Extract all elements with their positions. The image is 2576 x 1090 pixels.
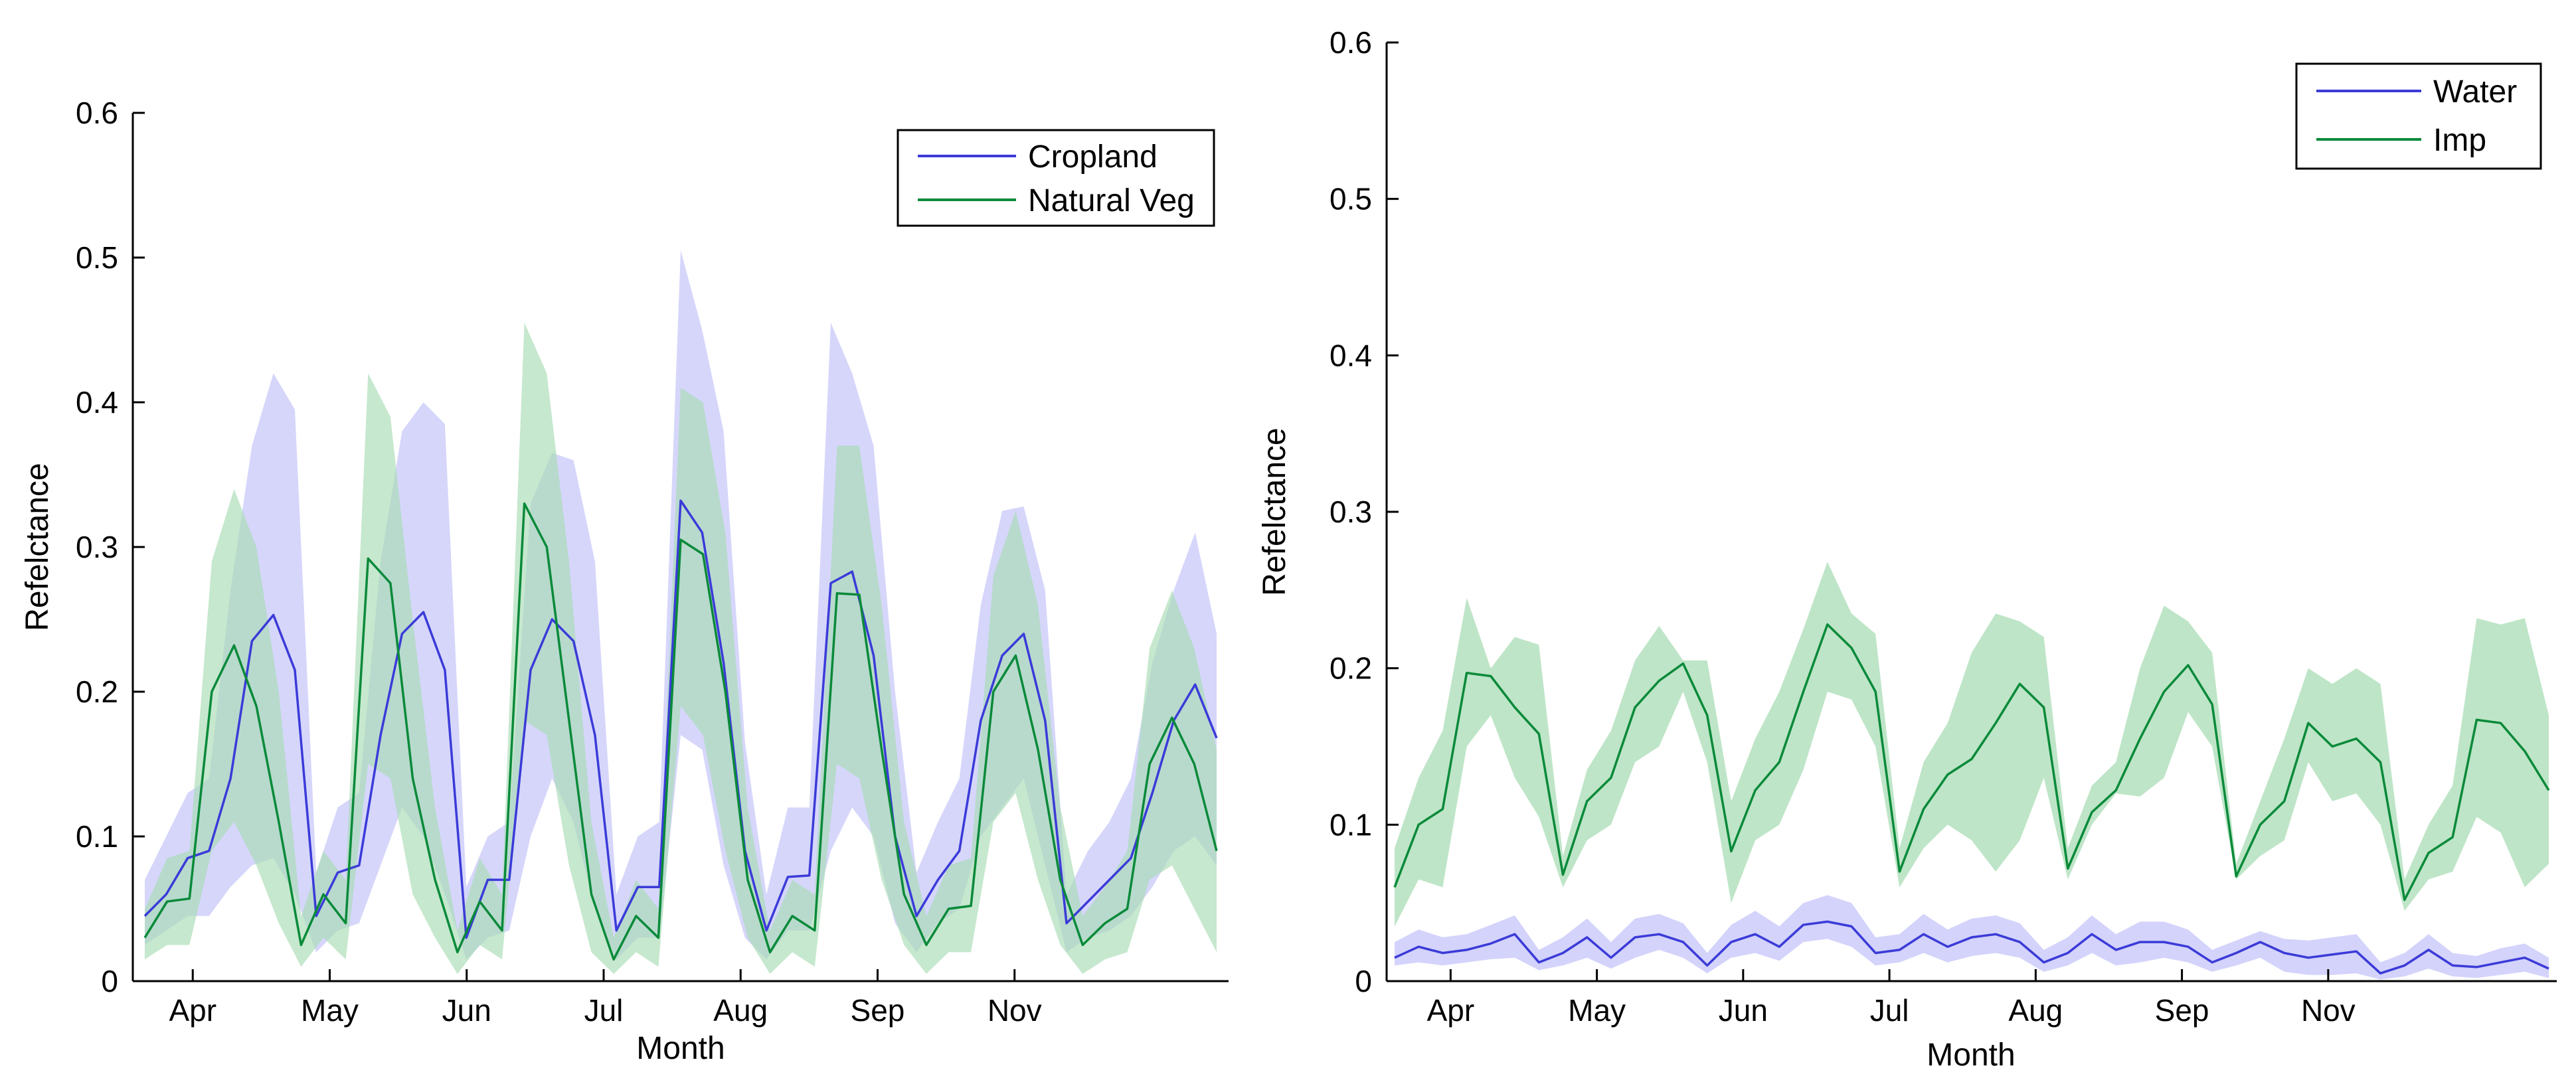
right-y-tick-label: 0.4 (1330, 338, 1372, 372)
right-chart: 0 0.1 0.2 0.3 0.4 0.5 0.6 Apr May Jun Jul Aug Sep No… (1257, 25, 2557, 1073)
left-y-tick-label: 0.1 (76, 819, 118, 854)
right-legend-label-water: Water (2433, 74, 2517, 110)
right-x-axis-label: Month (1927, 1038, 2015, 1073)
right-x-tick-label: Sep (2155, 993, 2209, 1028)
right-legend-box (2295, 62, 2542, 170)
right-y-tick-label: 0.2 (1330, 651, 1372, 686)
right-y-tick-label: 0.1 (1330, 807, 1372, 842)
right-x-ticks: Apr May Jun Jul Aug Sep Nov (1427, 969, 2356, 1028)
right-x-tick-label: Aug (2008, 993, 2063, 1028)
left-x-tick-label: Jun (442, 993, 491, 1028)
left-y-tick-label: 0 (101, 964, 118, 998)
left-y-ticks: 0 0.1 0.2 0.3 0.4 0.5 0.6 (76, 96, 145, 998)
right-x-tick-label: May (1568, 993, 1626, 1028)
right-x-tick-label: Apr (1427, 993, 1475, 1028)
left-legend-label-cropland: Cropland (1028, 139, 1158, 175)
right-legend-label-imp: Imp (2433, 123, 2486, 158)
left-x-tick-label: Aug (713, 993, 768, 1028)
right-plot-area (1393, 562, 2550, 980)
right-y-ticks: 0 0.1 0.2 0.3 0.4 0.5 0.6 (1330, 25, 1399, 998)
right-line-water (1394, 920, 2549, 974)
left-x-tick-label: May (301, 993, 359, 1028)
right-x-tick-label: Jul (1870, 993, 1909, 1028)
left-y-tick-label: 0.5 (76, 240, 118, 275)
left-y-axis-label: Refelctance (20, 463, 55, 631)
left-legend-box (897, 129, 1215, 227)
right-legend: Water Imp (2295, 62, 2542, 170)
right-y-tick-label: 0.6 (1330, 25, 1372, 60)
left-y-tick-label: 0.3 (76, 530, 118, 564)
left-legend-label-natural-veg: Natural Veg (1028, 183, 1195, 218)
left-x-tick-label: Apr (169, 993, 216, 1028)
right-band-imp (1395, 562, 2549, 927)
right-x-tick-label: Jun (1719, 993, 1768, 1028)
right-y-tick-label: 0 (1355, 964, 1372, 998)
right-x-tick-label: Nov (2301, 993, 2356, 1028)
left-plot-area (143, 250, 1218, 974)
left-x-tick-label: Nov (987, 993, 1042, 1028)
left-x-axis-label: Month (636, 1031, 725, 1066)
left-line-natural-veg (143, 502, 1218, 961)
left-x-tick-label: Sep (851, 993, 905, 1028)
left-y-tick-label: 0.6 (76, 96, 118, 130)
left-x-tick-label: Jul (584, 993, 624, 1028)
left-x-ticks: Apr May Jun Jul Aug Sep Nov (169, 969, 1042, 1028)
left-band-natural-veg (145, 323, 1217, 974)
right-y-tick-label: 0.3 (1330, 495, 1372, 529)
left-y-tick-label: 0.2 (76, 674, 118, 709)
left-chart: 0 0.1 0.2 0.3 0.4 0.5 0.6 Apr May Jun Jul Aug Sep No… (20, 96, 1229, 1066)
left-y-tick-label: 0.4 (76, 385, 118, 420)
right-y-tick-label: 0.5 (1330, 182, 1372, 216)
right-line-imp (1393, 623, 2550, 901)
left-line-cropland (143, 499, 1218, 939)
right-y-axis-label: Refelctance (1257, 428, 1292, 595)
left-legend: Cropland Natural Veg (897, 129, 1215, 227)
